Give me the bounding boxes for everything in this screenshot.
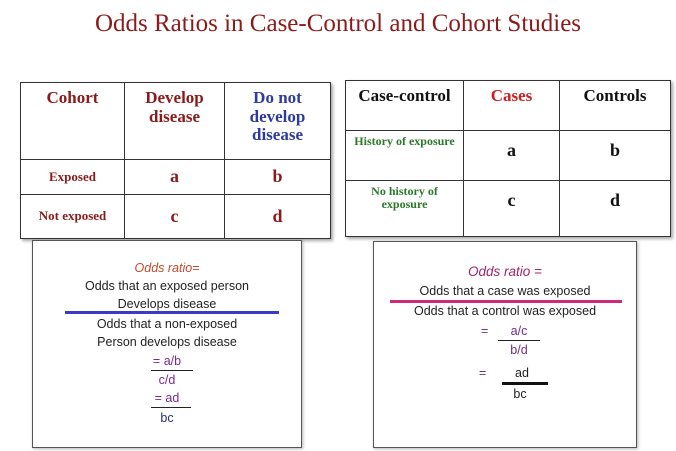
cohort-denominator-line-1: Odds that a non-exposed [96,317,238,331]
history-exposure-row-label: History of exposure [345,130,464,181]
cohort-numerator-line-2: Develops disease [117,297,217,311]
no-history-exposure-row-label: No history of exposure [345,180,464,237]
controls-header: Controls [559,80,671,131]
cohort-cell-c: c [124,194,225,239]
cc-numerator: Odds that a case was exposed [419,284,591,298]
cc-frac1-numerator: a/c [510,324,528,338]
cohort-fraction-rule [65,311,279,314]
cohort-denominator-line-2: Person develops disease [97,335,237,349]
cohort-cell-a: a [124,159,225,195]
cc-frac2-numerator: ad [515,366,529,380]
page-title: Odds Ratios in Case-Control and Cohort S… [94,10,582,37]
cc-cell-a: a [463,130,560,181]
case-control-odds-ratio-box: Odds ratio = Odds that a case was expose… [373,241,637,448]
not-exposed-row-label: Not exposed [20,194,125,239]
cc-frac1-rule [498,340,540,342]
cohort-frac2-rule [151,407,191,409]
cohort-header: Cohort [20,82,125,160]
cohort-frac1-numerator: = a/b [152,354,182,368]
cohort-frac1-denominator: c/d [158,373,176,387]
cc-cell-b: b [559,130,671,181]
case-control-table: Case-control Cases Controls History of e… [345,80,671,237]
cc-formula-heading: Odds ratio = [468,264,542,279]
cc-frac1-denominator: b/d [510,343,528,357]
cc-frac2-rule [502,382,548,385]
cohort-cell-d: d [224,194,331,239]
cohort-odds-ratio-box: Odds ratio= Odds that an exposed person … [32,240,302,448]
cc-eq2-sign: = [479,366,487,380]
cc-cell-c: c [463,180,560,237]
cc-denominator: Odds that a control was exposed [413,304,597,318]
cohort-frac2-numerator: = ad [154,391,180,405]
case-control-header: Case-control [345,80,464,131]
cc-eq1-sign: = [481,324,489,338]
not-develop-disease-header: Do not develop disease [224,82,331,160]
cohort-frac2-denominator: bc [160,411,174,425]
cohort-frac1-rule [151,370,193,372]
cc-fraction-rule [390,300,622,303]
exposed-row-label: Exposed [20,159,125,195]
develop-disease-header: Develop disease [124,82,225,160]
cc-frac2-denominator: bc [513,387,527,401]
cohort-formula-heading: Odds ratio= [134,261,200,275]
cohort-numerator-line-1: Odds that an exposed person [84,279,249,293]
cohort-cell-b: b [224,159,331,195]
cohort-table: Cohort Develop disease Do not develop di… [20,82,331,239]
cases-header: Cases [463,80,560,131]
cc-cell-d: d [559,180,671,237]
